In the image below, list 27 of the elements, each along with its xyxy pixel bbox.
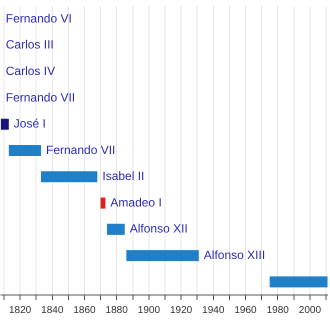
x-tick-label: 1900 <box>138 304 160 316</box>
x-tick-label: 1940 <box>202 304 225 316</box>
x-tick-label: 1840 <box>41 304 64 316</box>
x-tick-label: 1980 <box>266 304 290 316</box>
y-tick-label: Carlos III <box>6 38 54 52</box>
y-tick-label: Fernando VII <box>46 142 116 157</box>
bar <box>126 250 199 262</box>
x-tick-label: 2000 <box>298 304 322 316</box>
bar <box>0 118 9 130</box>
x-tick-label: 1920 <box>170 304 193 316</box>
x-tick-label: 1880 <box>106 304 128 316</box>
y-tick-label: Isabel II <box>102 169 144 184</box>
y-tick-label: Alfonso XII <box>130 222 188 236</box>
bar <box>41 171 98 182</box>
bar <box>100 198 106 209</box>
y-tick-label: Fernando VII <box>6 90 76 104</box>
y-tick-label: Amadeo I <box>110 195 162 210</box>
x-tick-label: 1820 <box>8 304 32 316</box>
y-tick-label: Alfonso XIII <box>204 248 266 262</box>
bar <box>8 144 42 156</box>
x-tick-label: 1960 <box>234 304 258 316</box>
bar <box>270 276 328 288</box>
y-tick-label: Fernando VI <box>6 11 72 26</box>
y-tick-label: José I <box>14 116 46 131</box>
bar <box>107 224 125 235</box>
x-tick-label: 1860 <box>73 304 96 316</box>
y-tick-label: Carlos IV <box>6 64 56 78</box>
